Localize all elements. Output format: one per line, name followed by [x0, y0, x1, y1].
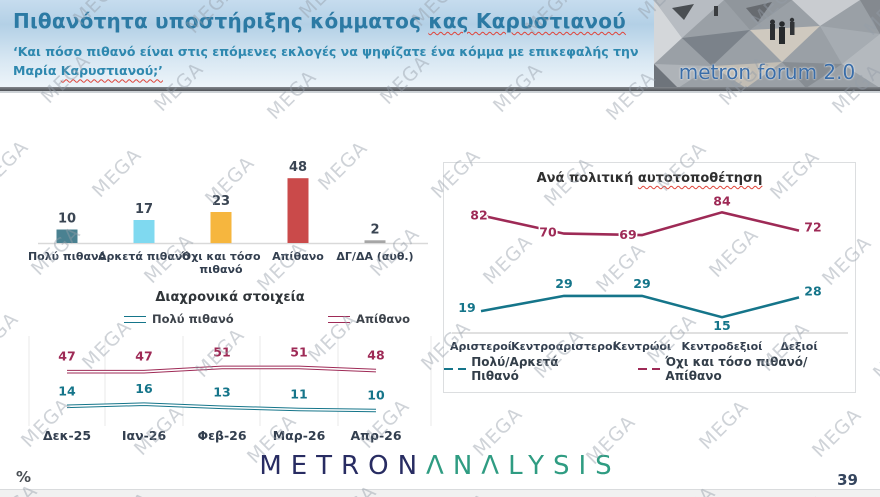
svg-text:17: 17: [135, 202, 153, 217]
svg-text:Ιαν-26: Ιαν-26: [122, 428, 167, 443]
svg-text:Μαρ-26: Μαρ-26: [273, 428, 326, 443]
dash-marker-icon: [457, 367, 467, 371]
dash-marker-icon: [444, 367, 453, 371]
svg-text:70: 70: [539, 225, 557, 240]
panel-title-underlined: αυτοτοποθέτηση: [637, 171, 763, 186]
trend-chart: Διαχρονικά στοιχεία Πολύ πιθανό Απίθανο …: [28, 290, 432, 455]
svg-text:69: 69: [619, 227, 636, 242]
svg-text:13: 13: [213, 384, 230, 399]
svg-text:10: 10: [367, 388, 385, 403]
page-title-underlined: κας Καρυστιανού: [428, 9, 626, 33]
page-subtitle-text: ‘Και πόσο πιθανό είναι στις επόμενες εκλ…: [13, 44, 639, 79]
svg-text:29: 29: [555, 276, 572, 291]
svg-text:82: 82: [470, 207, 487, 222]
legend-label: Πολύ πιθανό: [152, 312, 234, 326]
svg-text:Κεντρώοι: Κεντρώοι: [613, 340, 671, 353]
metron-forum-photo: [654, 0, 880, 88]
logo-metron: METRON: [259, 451, 427, 481]
legend-item: Πολύ/Αρκετά Πιθανό: [444, 355, 604, 383]
svg-text:28: 28: [804, 283, 821, 298]
header-separator-shadow: [0, 91, 880, 93]
panel-chart-svg: 19 29 29 15 28 82 70 69 84 72 Αριστεροί Κεντροαριστ…: [450, 192, 848, 353]
page-title-text: Πιθανότητα υποστήριξης κόμματος: [13, 9, 429, 33]
trend-chart-title: Διαχρονικά στοιχεία: [155, 290, 305, 305]
panel-legend: Πολύ/Αρκετά Πιθανό Όχι και τόσο πιθανό/Α…: [444, 355, 855, 383]
svg-text:Φεβ-26: Φεβ-26: [197, 428, 246, 443]
svg-text:19: 19: [458, 300, 475, 315]
svg-text:51: 51: [290, 344, 307, 359]
trend-chart-svg: 14 16 13 11 10 47 47 51 51 48 Δεκ-25 Ιαν-26 Φεβ-26 Μα…: [28, 336, 432, 443]
legend-label: Πολύ/Αρκετά Πιθανό: [471, 355, 559, 383]
svg-text:29: 29: [633, 276, 650, 291]
svg-text:2: 2: [370, 222, 379, 237]
logo-analysis: ΛNΛLYSIS: [426, 451, 621, 481]
dash-marker-icon: [638, 367, 647, 371]
bottom-strip: [0, 489, 880, 497]
svg-text:Κεντροδεξιοί: Κεντροδεξιοί: [682, 340, 763, 353]
svg-text:Δεξιοί: Δεξιοί: [780, 340, 817, 353]
svg-text:Αρκετά πιθανό: Αρκετά πιθανό: [98, 250, 190, 263]
svg-text:Πολύ πιθανό: Πολύ πιθανό: [28, 250, 107, 263]
svg-text:48: 48: [289, 160, 307, 175]
legend-item: Πολύ πιθανό: [124, 312, 234, 326]
svg-text:Απίθανο: Απίθανο: [272, 250, 324, 263]
metron-forum-caption: metron forum 2.0: [678, 60, 856, 84]
dash-marker-icon: [651, 367, 661, 371]
legend-label: Όχι και τόσο πιθανό/Απίθανο: [665, 355, 808, 383]
svg-text:15: 15: [713, 318, 730, 333]
svg-text:Αριστεροί: Αριστεροί: [450, 340, 512, 353]
bar-chart: 10 Πολύ πιθανό 17 Αρκετά πιθανό 23 Όχι και τό…: [28, 146, 432, 288]
svg-text:ΔΓ/ΔΑ (αυθ.): ΔΓ/ΔΑ (αυθ.): [336, 250, 413, 263]
svg-text:Δεκ-25: Δεκ-25: [43, 428, 91, 443]
header: Πιθανότητα υποστήριξης κόμματος κας Καρυ…: [0, 0, 880, 88]
legend-item: Όχι και τόσο πιθανό/Απίθανο: [638, 355, 855, 383]
page-subtitle-underlined: Καρυστιανού;’: [60, 63, 163, 79]
svg-text:10: 10: [58, 212, 76, 227]
svg-text:48: 48: [367, 348, 384, 363]
svg-text:47: 47: [135, 349, 152, 364]
svg-text:14: 14: [58, 383, 76, 398]
percent-label: %: [16, 468, 32, 486]
metron-analysis-logo: METRONΛNΛLYSIS: [0, 451, 880, 481]
svg-text:23: 23: [212, 194, 230, 209]
bar-chart-svg: 10 Πολύ πιθανό 17 Αρκετά πιθανό 23 Όχι και τό…: [28, 160, 428, 276]
header-separator: [0, 87, 880, 91]
svg-text:51: 51: [213, 344, 230, 359]
legend-item: Απίθανο: [328, 312, 410, 326]
svg-text:84: 84: [713, 193, 731, 208]
panel-title-text: Ανά πολιτική: [536, 171, 638, 186]
svg-text:11: 11: [290, 387, 307, 402]
line-marker-icon: [328, 315, 350, 323]
svg-text:72: 72: [804, 220, 821, 235]
svg-text:Όχι και τόσο: Όχι και τόσο: [180, 250, 261, 263]
svg-text:47: 47: [58, 349, 75, 364]
panel-title: Ανά πολιτική αυτοτοποθέτηση: [444, 171, 855, 186]
metron-forum-image: metron forum 2.0: [654, 0, 880, 88]
svg-text:πιθανό: πιθανό: [199, 263, 243, 276]
page-number: 39: [837, 471, 858, 489]
legend-label: Απίθανο: [356, 312, 411, 326]
line-marker-icon: [124, 315, 146, 323]
trend-chart-legend: Πολύ πιθανό Απίθανο: [28, 312, 432, 328]
svg-text:Απρ-26: Απρ-26: [350, 428, 401, 443]
page-title: Πιθανότητα υποστήριξης κόμματος κας Καρυ…: [13, 9, 643, 33]
page-subtitle: ‘Και πόσο πιθανό είναι στις επόμενες εκλ…: [13, 42, 653, 81]
svg-text:Κεντροαριστεροί: Κεντροαριστεροί: [511, 340, 617, 353]
political-placement-panel: Ανά πολιτική αυτοτοποθέτηση 19 29 29 15 28 82…: [443, 162, 856, 393]
svg-text:16: 16: [135, 381, 153, 396]
